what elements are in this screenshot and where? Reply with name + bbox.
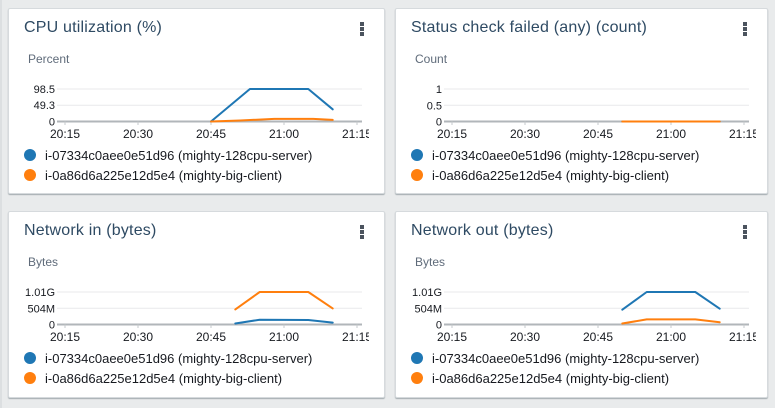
- chart-title: CPU utilization (%): [24, 19, 163, 36]
- kebab-menu-icon[interactable]: [355, 222, 369, 242]
- svg-text:21:15: 21:15: [729, 127, 756, 141]
- svg-text:0: 0: [436, 320, 442, 332]
- legend-label: i-0a86d6a225e12d5e4 (mighty-big-client): [45, 167, 283, 183]
- legend-swatch-blue-circle: [411, 352, 423, 364]
- y-axis-unit-label: Bytes: [415, 255, 446, 269]
- legend-item-server[interactable]: i-07334c0aee0e51d96 (mighty-128cpu-serve…: [24, 348, 369, 368]
- svg-text:21:00: 21:00: [269, 330, 299, 344]
- svg-text:20:15: 20:15: [437, 330, 467, 344]
- status-check-line-chart: 1 0.5 020:15 20:30 20:45 21:00 21:15: [427, 84, 756, 141]
- legend-swatch-blue-circle: [24, 352, 36, 364]
- svg-text:504M: 504M: [27, 303, 55, 315]
- chart-card-network-out: Network out (bytes) Bytes 1.01G 504M 0 20:1…: [395, 211, 768, 398]
- svg-text:20:45: 20:45: [196, 330, 226, 344]
- legend-label: i-0a86d6a225e12d5e4 (mighty-big-client): [432, 370, 670, 386]
- chart-legend: i-07334c0aee0e51d96 (mighty-128cpu-serve…: [24, 348, 369, 388]
- card-header: Network out (bytes): [411, 220, 752, 248]
- svg-text:0.5: 0.5: [427, 100, 442, 112]
- svg-text:0: 0: [436, 117, 442, 129]
- chart-title: Status check failed (any) (count): [411, 19, 648, 36]
- legend-swatch-blue-circle: [24, 149, 36, 161]
- chart-card-network-in: Network in (bytes) Bytes 1.01G 504M 0 20:15…: [8, 211, 385, 398]
- svg-text:21:15: 21:15: [342, 330, 369, 344]
- svg-text:1.01G: 1.01G: [412, 287, 442, 299]
- svg-text:21:15: 21:15: [342, 127, 369, 141]
- svg-text:1.01G: 1.01G: [25, 287, 55, 299]
- legend-item-client[interactable]: i-0a86d6a225e12d5e4 (mighty-big-client): [24, 165, 369, 185]
- svg-text:21:00: 21:00: [656, 127, 686, 141]
- legend-item-server[interactable]: i-07334c0aee0e51d96 (mighty-128cpu-serve…: [24, 145, 369, 165]
- kebab-menu-icon[interactable]: [355, 19, 369, 39]
- svg-text:20:15: 20:15: [50, 330, 80, 344]
- svg-text:21:00: 21:00: [269, 127, 299, 141]
- legend-label: i-07334c0aee0e51d96 (mighty-128cpu-serve…: [45, 147, 313, 163]
- chart-title: Network in (bytes): [24, 222, 157, 239]
- chart-legend: i-07334c0aee0e51d96 (mighty-128cpu-serve…: [24, 145, 369, 185]
- legend-swatch-orange-circle: [411, 169, 423, 181]
- y-axis-unit-label: Percent: [28, 52, 70, 66]
- legend-item-server[interactable]: i-07334c0aee0e51d96 (mighty-128cpu-serve…: [411, 145, 752, 165]
- network-in-line-chart: 1.01G 504M 020:15 20:30 20:45 21:00 21:15: [25, 287, 369, 344]
- svg-text:0: 0: [49, 117, 55, 129]
- svg-text:20:30: 20:30: [510, 127, 540, 141]
- legend-swatch-orange-circle: [24, 372, 36, 384]
- svg-text:20:30: 20:30: [123, 127, 153, 141]
- svg-text:20:45: 20:45: [583, 127, 613, 141]
- legend-label: i-0a86d6a225e12d5e4 (mighty-big-client): [432, 167, 670, 183]
- legend-label: i-07334c0aee0e51d96 (mighty-128cpu-serve…: [45, 350, 313, 366]
- legend-swatch-blue-circle: [411, 149, 423, 161]
- legend-item-server[interactable]: i-07334c0aee0e51d96 (mighty-128cpu-serve…: [411, 348, 752, 368]
- card-header: Status check failed (any) (count): [411, 17, 752, 45]
- legend-label: i-07334c0aee0e51d96 (mighty-128cpu-serve…: [432, 350, 700, 366]
- legend-swatch-orange-circle: [411, 372, 423, 384]
- svg-text:1: 1: [436, 84, 442, 96]
- legend-swatch-orange-circle: [24, 169, 36, 181]
- legend-item-client[interactable]: i-0a86d6a225e12d5e4 (mighty-big-client): [411, 165, 752, 185]
- legend-item-client[interactable]: i-0a86d6a225e12d5e4 (mighty-big-client): [24, 368, 369, 388]
- kebab-menu-icon[interactable]: [738, 222, 752, 242]
- network-out-line-chart: 1.01G 504M 020:15 20:30 20:45 21:00 21:15: [412, 287, 756, 344]
- chart-card-status-check-failed: Status check failed (any) (count) Count …: [395, 8, 768, 194]
- legend-label: i-07334c0aee0e51d96 (mighty-128cpu-serve…: [432, 147, 700, 163]
- card-header: CPU utilization (%): [24, 17, 369, 45]
- y-axis-unit-label: Bytes: [28, 255, 59, 269]
- svg-text:20:30: 20:30: [123, 330, 153, 344]
- svg-text:20:15: 20:15: [50, 127, 80, 141]
- svg-text:21:15: 21:15: [729, 330, 756, 344]
- svg-text:21:00: 21:00: [656, 330, 686, 344]
- legend-item-client[interactable]: i-0a86d6a225e12d5e4 (mighty-big-client): [411, 368, 752, 388]
- legend-label: i-0a86d6a225e12d5e4 (mighty-big-client): [45, 370, 283, 386]
- svg-text:20:15: 20:15: [437, 127, 467, 141]
- svg-text:20:45: 20:45: [583, 330, 613, 344]
- svg-text:504M: 504M: [414, 303, 442, 315]
- chart-card-cpu-utilization: CPU utilization (%) Percent 98.5 49.3 0 20:…: [8, 8, 385, 194]
- cpu-utilization-line-chart: 98.5 49.3 020:15 20:30 20:45 21:00 21:15: [34, 84, 369, 141]
- svg-text:49.3: 49.3: [34, 100, 55, 112]
- svg-text:0: 0: [49, 320, 55, 332]
- y-axis-unit-label: Count: [415, 52, 448, 66]
- svg-text:20:30: 20:30: [510, 330, 540, 344]
- card-header: Network in (bytes): [24, 220, 369, 248]
- chart-legend: i-07334c0aee0e51d96 (mighty-128cpu-serve…: [411, 348, 752, 388]
- chart-title: Network out (bytes): [411, 222, 554, 239]
- svg-text:20:45: 20:45: [196, 127, 226, 141]
- chart-legend: i-07334c0aee0e51d96 (mighty-128cpu-serve…: [411, 145, 752, 185]
- kebab-menu-icon[interactable]: [738, 19, 752, 39]
- svg-text:98.5: 98.5: [34, 84, 55, 96]
- dashboard-grid: CPU utilization (%) Percent 98.5 49.3 0 20:…: [8, 8, 768, 398]
